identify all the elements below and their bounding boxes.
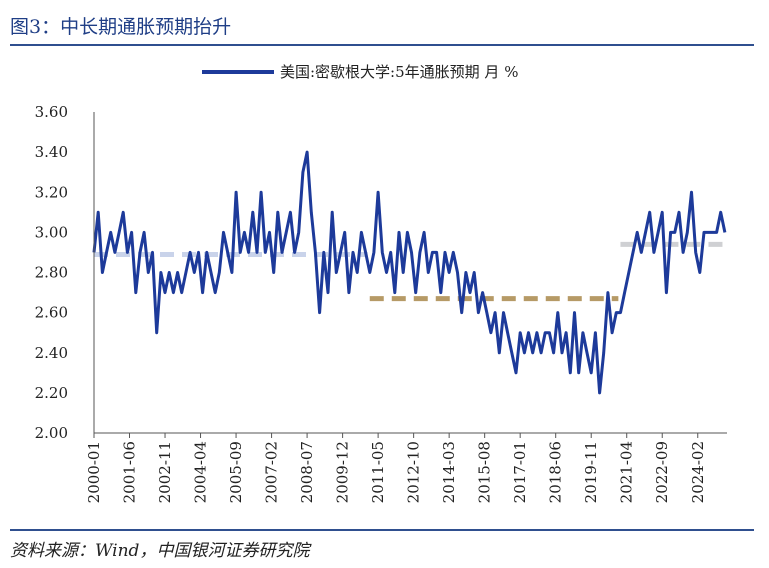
x-tick-label: 2002-11 xyxy=(156,441,174,503)
y-tick-label: 2.00 xyxy=(35,424,68,442)
x-tick-label: 2022-09 xyxy=(653,441,671,503)
x-tick-label: 2014-03 xyxy=(440,441,458,503)
x-tick-label: 2015-08 xyxy=(476,441,494,503)
x-tick-label: 2008-07 xyxy=(298,441,316,503)
legend-label: 美国:密歇根大学:5年通胀预期 月 % xyxy=(280,63,518,81)
x-axis-ticks: 2000-01 2001-06 2002-11 2004-04 2005-09 2007-… xyxy=(85,433,707,503)
y-tick-label: 3.60 xyxy=(35,103,68,121)
y-tick-label: 3.00 xyxy=(35,223,68,241)
x-tick-label: 2017-01 xyxy=(511,441,529,503)
x-tick-label: 2021-04 xyxy=(618,441,636,503)
legend: 美国:密歇根大学:5年通胀预期 月 % xyxy=(202,63,518,81)
footer-rule xyxy=(10,529,754,531)
x-tick-label: 2005-09 xyxy=(227,441,245,503)
x-tick-label: 2000-01 xyxy=(85,441,103,503)
y-tick-label: 3.20 xyxy=(35,183,68,201)
series-line xyxy=(92,150,727,395)
x-tick-label: 2024-02 xyxy=(689,441,707,503)
x-tick-label: 2009-12 xyxy=(334,441,352,503)
x-tick-label: 2004-04 xyxy=(192,441,210,503)
x-tick-label: 2018-06 xyxy=(547,441,565,503)
y-tick-label: 3.40 xyxy=(35,143,68,161)
figure-title: 图3：中长期通胀预期抬升 xyxy=(10,16,232,38)
header-rule xyxy=(10,44,754,46)
axes xyxy=(93,112,727,434)
y-tick-label: 2.40 xyxy=(35,344,68,362)
series-layer xyxy=(92,150,727,395)
y-tick-label: 2.60 xyxy=(35,304,68,322)
y-tick-label: 2.20 xyxy=(35,384,68,402)
x-tick-label: 2012-10 xyxy=(405,441,423,503)
x-tick-label: 2011-05 xyxy=(369,441,387,503)
figure-source: 资料来源：Wind，中国银河证券研究院 xyxy=(10,541,310,561)
x-tick-label: 2019-11 xyxy=(582,441,600,503)
x-tick-label: 2001-06 xyxy=(121,441,139,503)
y-tick-label: 2.80 xyxy=(35,264,68,282)
y-axis-ticks: 2.00 2.20 2.40 2.60 2.80 3.00 3.20 3.40 3.60 xyxy=(35,103,68,442)
x-tick-label: 2007-02 xyxy=(263,441,281,503)
